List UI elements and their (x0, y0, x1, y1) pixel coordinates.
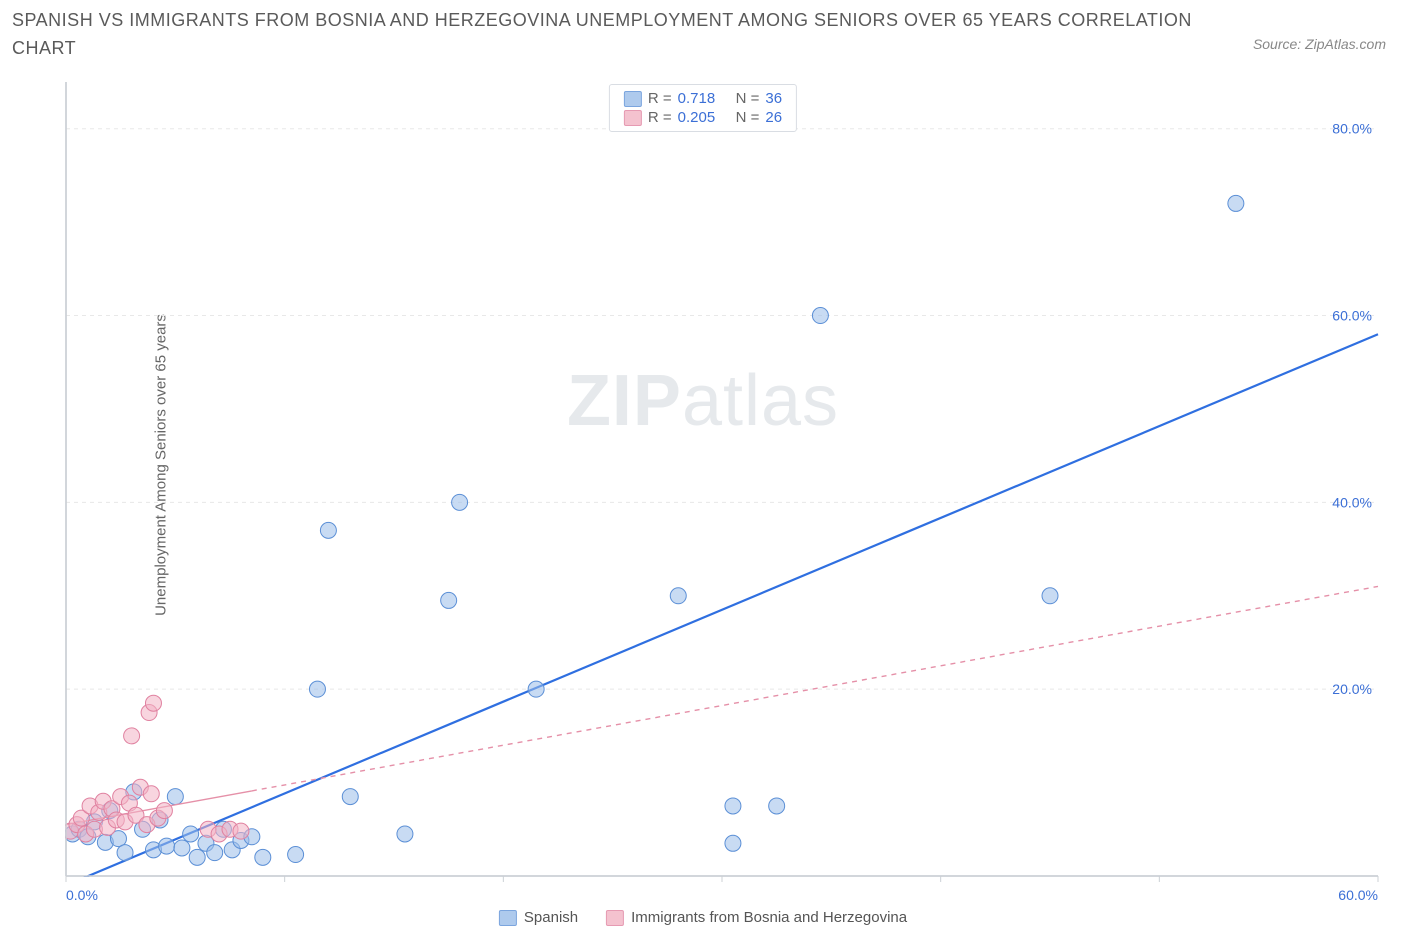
svg-text:80.0%: 80.0% (1332, 121, 1372, 137)
legend-swatch (499, 910, 517, 926)
legend-r-label: R = (648, 90, 672, 107)
source-label: Source: ZipAtlas.com (1253, 36, 1386, 52)
legend-n-label: N = (736, 90, 760, 107)
svg-text:40.0%: 40.0% (1332, 494, 1372, 510)
svg-text:0.0%: 0.0% (66, 887, 98, 903)
legend-item: Spanish (499, 909, 578, 926)
svg-text:20.0%: 20.0% (1332, 681, 1372, 697)
legend-swatch (624, 110, 642, 126)
scatter-chart: 20.0%40.0%60.0%80.0%0.0%60.0%0.0%60.0% (8, 82, 1398, 922)
svg-text:60.0%: 60.0% (1338, 887, 1378, 903)
svg-text:60.0%: 60.0% (1332, 308, 1372, 324)
legend-n-label: N = (736, 109, 760, 126)
legend-n-value: 26 (765, 109, 782, 126)
legend-item: Immigrants from Bosnia and Herzegovina (606, 909, 907, 926)
legend-r-value: 0.718 (678, 90, 730, 107)
chart-area: 20.0%40.0%60.0%80.0%0.0%60.0%0.0%60.0% (8, 82, 1398, 922)
chart-title: SPANISH VS IMMIGRANTS FROM BOSNIA AND HE… (12, 6, 1206, 62)
series-legend: Spanish Immigrants from Bosnia and Herzeg… (499, 909, 907, 926)
legend-swatch (606, 910, 624, 926)
legend-row: R = 0.205 N = 26 (624, 109, 782, 126)
legend-row: R = 0.718 N = 36 (624, 90, 782, 107)
legend-swatch (624, 91, 642, 107)
legend-r-value: 0.205 (678, 109, 730, 126)
legend-label: Spanish (524, 909, 578, 926)
legend-r-label: R = (648, 109, 672, 126)
correlation-legend: R = 0.718 N = 36 R = 0.205 N = 26 (609, 84, 797, 132)
legend-n-value: 36 (765, 90, 782, 107)
legend-label: Immigrants from Bosnia and Herzegovina (631, 909, 907, 926)
